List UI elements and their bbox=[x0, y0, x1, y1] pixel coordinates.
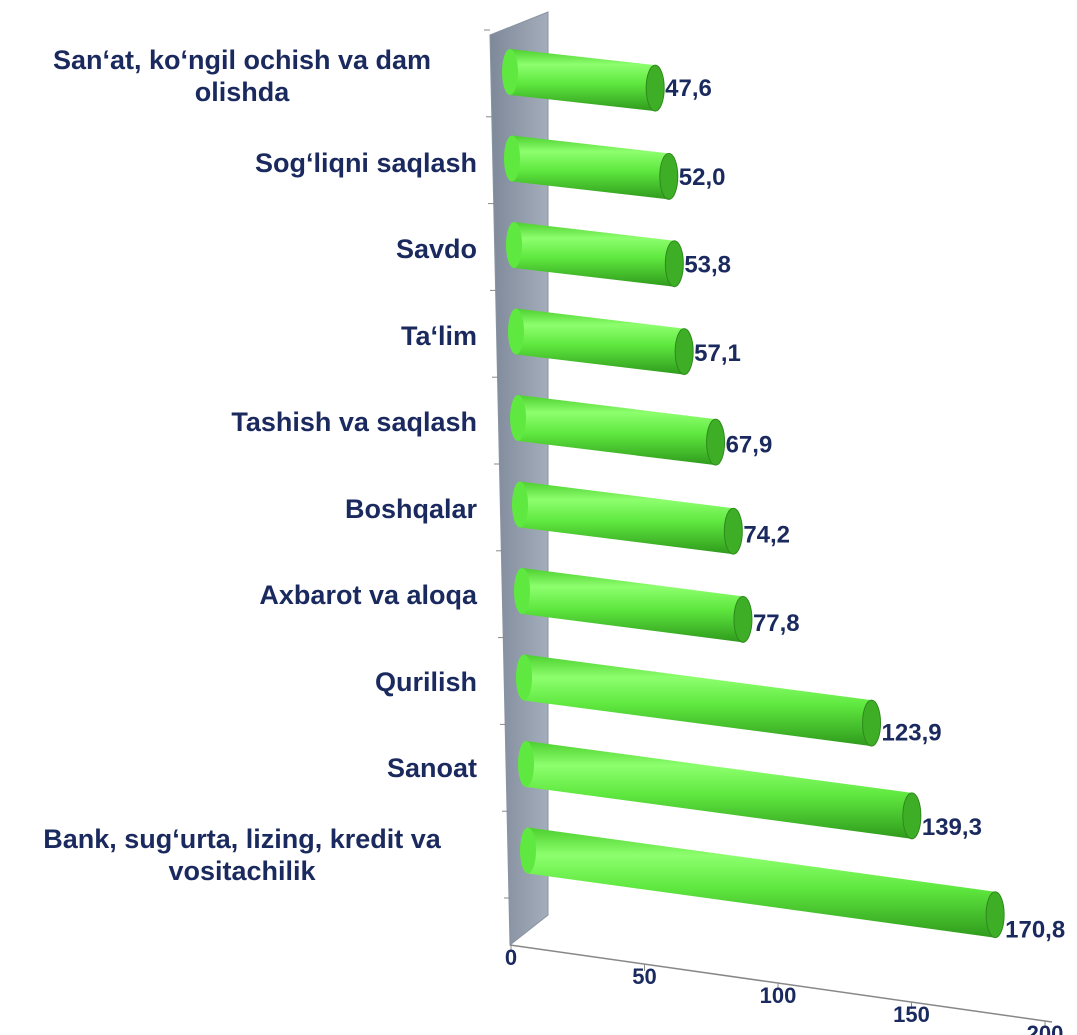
category-label: Boshqalar bbox=[344, 493, 477, 524]
bar-cap bbox=[723, 507, 743, 555]
bar-body bbox=[512, 135, 669, 200]
bar bbox=[502, 49, 665, 112]
bar-cap bbox=[659, 152, 679, 200]
bar bbox=[510, 395, 726, 466]
bar bbox=[508, 308, 694, 376]
bar-body bbox=[528, 827, 996, 938]
bar-cap bbox=[645, 64, 665, 112]
bar-start bbox=[512, 481, 528, 528]
bar bbox=[518, 741, 922, 840]
category-label: Savdo bbox=[395, 234, 477, 264]
bar-start bbox=[520, 827, 536, 874]
bar-body bbox=[526, 741, 912, 839]
category-label: Qurilish bbox=[374, 666, 477, 697]
bar-start bbox=[508, 308, 524, 355]
bar-body bbox=[514, 222, 675, 287]
bar-start bbox=[506, 222, 522, 268]
floor-axis bbox=[509, 944, 1053, 1023]
bar-start bbox=[502, 49, 518, 95]
bar-start bbox=[514, 568, 530, 614]
x-tick-label: 200 bbox=[1027, 1021, 1064, 1035]
bar-body bbox=[518, 395, 716, 466]
bar-start bbox=[504, 135, 520, 182]
bar-cap bbox=[862, 699, 882, 747]
category-label: Sog‘liqni saqlash bbox=[254, 147, 477, 178]
value-label: 123,9 bbox=[882, 719, 942, 746]
value-label: 53,8 bbox=[684, 252, 731, 279]
bar bbox=[506, 222, 684, 288]
x-tick-label: 0 bbox=[505, 945, 517, 970]
bar-cap bbox=[733, 595, 753, 643]
category-label: Sanoat bbox=[386, 753, 477, 783]
bar-body bbox=[524, 654, 872, 747]
bar-start bbox=[518, 741, 534, 787]
x-tick-label: 50 bbox=[632, 964, 656, 989]
value-label: 170,8 bbox=[1005, 917, 1065, 944]
bar-cap bbox=[902, 792, 922, 840]
bar-start bbox=[516, 654, 532, 701]
category-label: San‘at, ko‘ngil ochish va dam olishda bbox=[52, 45, 432, 107]
category-label: Bank, sug‘urta, lizing, kredit va vosita… bbox=[43, 823, 441, 886]
value-label: 77,8 bbox=[753, 610, 800, 637]
bar bbox=[516, 654, 882, 747]
category-label: Ta‘lim bbox=[400, 320, 477, 351]
value-label: 139,3 bbox=[922, 814, 982, 841]
bar bbox=[514, 568, 753, 643]
bar bbox=[520, 827, 1005, 939]
bar-cap bbox=[664, 240, 684, 288]
value-label: 74,2 bbox=[743, 521, 790, 548]
value-label: 52,0 bbox=[679, 164, 726, 191]
x-tick-label: 150 bbox=[893, 1002, 930, 1027]
bar-cap bbox=[674, 328, 694, 376]
bar-start bbox=[510, 395, 526, 441]
category-label: Tashish va saqlash bbox=[231, 407, 477, 437]
bar-cap bbox=[706, 418, 726, 466]
value-label: 47,6 bbox=[665, 75, 712, 102]
bar-body bbox=[510, 49, 656, 112]
x-tick-label: 100 bbox=[760, 983, 797, 1008]
value-label: 57,1 bbox=[694, 340, 741, 367]
category-label: Axbarot va aloqa bbox=[259, 580, 477, 610]
bar-cap bbox=[985, 891, 1005, 939]
bar-body bbox=[516, 308, 685, 375]
bar bbox=[504, 135, 679, 200]
bar-body bbox=[522, 568, 743, 643]
bar-body bbox=[520, 481, 734, 555]
value-label: 67,9 bbox=[726, 432, 773, 459]
bar bbox=[512, 481, 743, 555]
